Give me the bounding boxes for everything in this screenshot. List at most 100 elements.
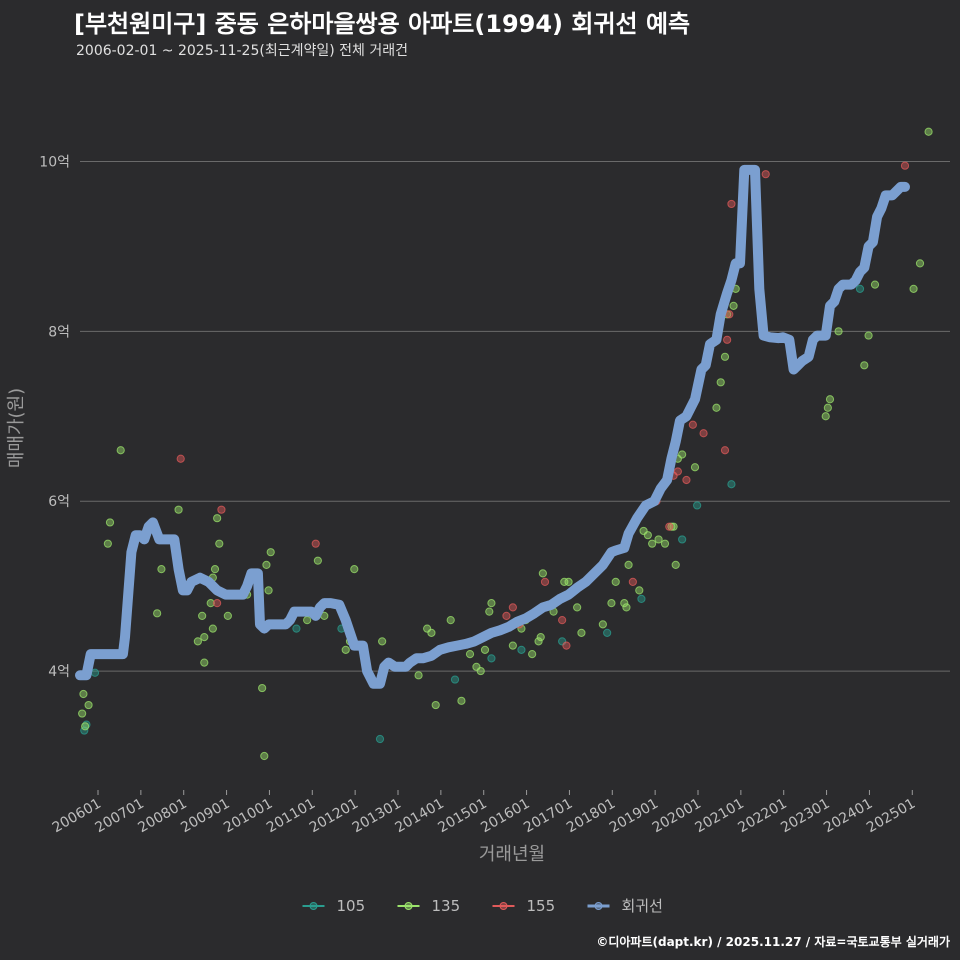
data-point-135 bbox=[560, 577, 569, 586]
legend-item-155: 155 bbox=[492, 897, 556, 915]
data-point-135 bbox=[157, 565, 166, 574]
data-point-105 bbox=[292, 624, 301, 633]
regression-line bbox=[75, 164, 910, 689]
data-point-135 bbox=[643, 531, 652, 540]
data-point-135 bbox=[200, 633, 209, 642]
data-point-135 bbox=[648, 539, 657, 548]
data-point-135 bbox=[909, 284, 918, 293]
x-tick-label: 201701 bbox=[521, 796, 575, 837]
x-tick-label: 200901 bbox=[178, 796, 232, 837]
data-point-135 bbox=[870, 280, 880, 289]
data-point-135 bbox=[821, 412, 830, 421]
x-tick-label: 201301 bbox=[350, 796, 404, 837]
legend-key-dot bbox=[499, 902, 508, 910]
data-point-155 bbox=[720, 446, 730, 455]
data-point-135 bbox=[81, 722, 90, 731]
legend-label: 155 bbox=[527, 897, 556, 915]
data-point-155 bbox=[900, 161, 910, 170]
grid-lines bbox=[80, 160, 950, 672]
data-point-135 bbox=[607, 599, 616, 608]
data-point-155 bbox=[540, 577, 550, 586]
data-point-135 bbox=[79, 689, 88, 699]
data-point-135 bbox=[446, 616, 455, 625]
data-point-135 bbox=[823, 403, 832, 412]
data-point-155 bbox=[311, 539, 320, 548]
data-point-135 bbox=[206, 599, 215, 608]
legend-item-135: 135 bbox=[397, 897, 460, 915]
chart-title: [부천원미구] 중동 은하마을쌍용 아파트(1994) 회귀선 예측 bbox=[74, 10, 691, 38]
data-point-135 bbox=[78, 709, 87, 718]
data-point-135 bbox=[508, 641, 517, 650]
x-tick-label: 201401 bbox=[393, 796, 447, 837]
data-point-105 bbox=[450, 675, 460, 684]
data-point-155 bbox=[562, 641, 571, 650]
data-point-155 bbox=[665, 522, 674, 531]
x-axis-ticks: 2006012007012008012009012010012011012012… bbox=[50, 790, 918, 837]
data-point-135 bbox=[577, 628, 586, 637]
data-point-135 bbox=[198, 611, 207, 620]
x-tick-label: 201601 bbox=[478, 796, 532, 837]
data-point-135 bbox=[208, 624, 217, 633]
data-point-135 bbox=[660, 539, 670, 548]
data-point-135 bbox=[624, 560, 633, 570]
x-tick-label: 201801 bbox=[564, 796, 618, 837]
data-point-135 bbox=[264, 586, 273, 595]
data-point-105 bbox=[678, 535, 687, 544]
x-tick-label: 201001 bbox=[221, 796, 275, 837]
data-point-135 bbox=[480, 645, 490, 654]
data-point-135 bbox=[84, 700, 93, 710]
data-point-135 bbox=[611, 577, 620, 586]
data-point-135 bbox=[528, 649, 537, 659]
data-point-155 bbox=[725, 310, 734, 319]
legend-label: 회귀선 bbox=[622, 897, 663, 915]
data-point-155 bbox=[502, 611, 511, 620]
legend-label: 105 bbox=[337, 897, 366, 915]
data-point-135 bbox=[924, 127, 933, 136]
y-tick-label: 4억 bbox=[48, 664, 70, 680]
data-point-135 bbox=[485, 607, 494, 616]
data-point-135 bbox=[223, 611, 232, 620]
y-axis-ticks: 4억 6억 8억 10억 bbox=[39, 154, 70, 680]
data-point-135 bbox=[915, 259, 925, 268]
data-point-155 bbox=[673, 467, 682, 476]
data-point-135 bbox=[667, 522, 676, 531]
data-point-135 bbox=[834, 327, 843, 336]
x-tick-label: 201201 bbox=[307, 796, 361, 837]
x-tick-label: 200701 bbox=[93, 796, 147, 837]
data-point-155 bbox=[727, 199, 736, 209]
data-point-135 bbox=[598, 620, 607, 629]
x-tick-label: 202501 bbox=[864, 796, 918, 837]
data-point-135 bbox=[431, 700, 440, 710]
data-point-135 bbox=[266, 548, 275, 557]
data-point-135 bbox=[671, 560, 680, 570]
data-point-135 bbox=[536, 633, 545, 642]
data-point-155 bbox=[761, 170, 770, 179]
legend-key-dot bbox=[594, 902, 603, 910]
data-point-135 bbox=[341, 645, 350, 654]
data-point-135 bbox=[635, 586, 644, 595]
data-point-155 bbox=[723, 335, 732, 344]
data-point-135 bbox=[103, 539, 112, 548]
data-point-135 bbox=[622, 603, 631, 612]
data-point-105 bbox=[517, 645, 526, 654]
x-tick-label: 200801 bbox=[135, 796, 189, 837]
data-point-135 bbox=[414, 671, 423, 680]
data-point-135 bbox=[262, 560, 271, 570]
data-point-135 bbox=[193, 637, 202, 646]
data-point-155 bbox=[682, 475, 691, 485]
data-point-135 bbox=[457, 696, 466, 705]
data-point-135 bbox=[213, 514, 222, 523]
x-tick-label: 202301 bbox=[778, 796, 832, 837]
data-point-135 bbox=[258, 683, 267, 693]
data-point-105 bbox=[693, 501, 702, 510]
data-point-105 bbox=[603, 628, 612, 637]
data-point-135 bbox=[534, 637, 543, 646]
data-point-135 bbox=[860, 361, 869, 370]
data-point-135 bbox=[350, 565, 359, 574]
data-point-105 bbox=[375, 734, 385, 744]
x-tick-label: 201101 bbox=[264, 796, 318, 837]
x-tick-label: 202201 bbox=[735, 796, 789, 837]
data-point-135 bbox=[210, 565, 220, 574]
data-point-155 bbox=[217, 505, 226, 514]
